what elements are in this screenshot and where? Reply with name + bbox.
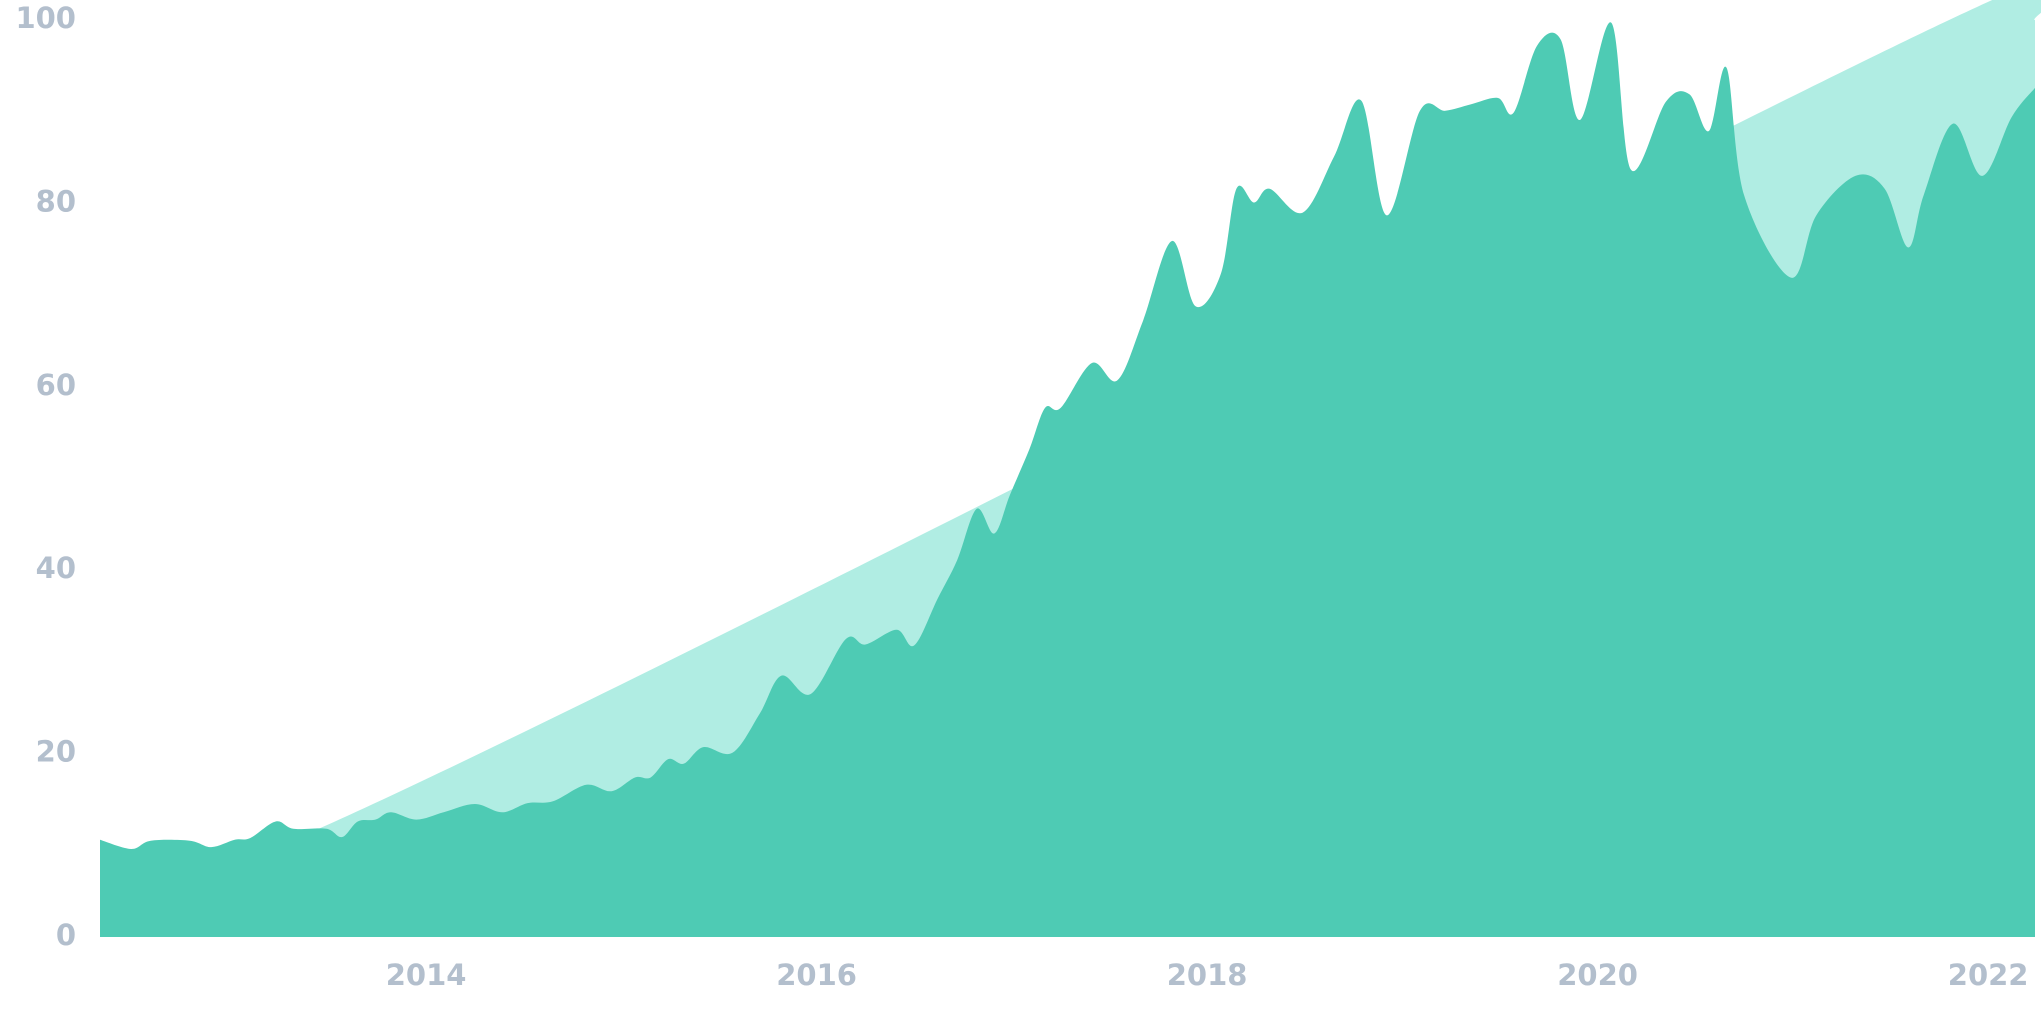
x-tick-label: 2014	[386, 958, 467, 992]
y-tick-label: 20	[36, 735, 76, 769]
x-tick-label: 2022	[1948, 958, 2029, 992]
x-tick-label: 2016	[776, 958, 857, 992]
x-tick-label: 2018	[1167, 958, 1248, 992]
y-tick-label: 60	[36, 368, 76, 402]
area	[100, 22, 2035, 938]
y-tick-label: 100	[15, 1, 76, 35]
y-tick-label: 80	[36, 184, 76, 218]
y-tick-label: 0	[56, 918, 76, 952]
x-tick-label: 2020	[1557, 958, 1638, 992]
y-tick-label: 40	[36, 551, 76, 585]
